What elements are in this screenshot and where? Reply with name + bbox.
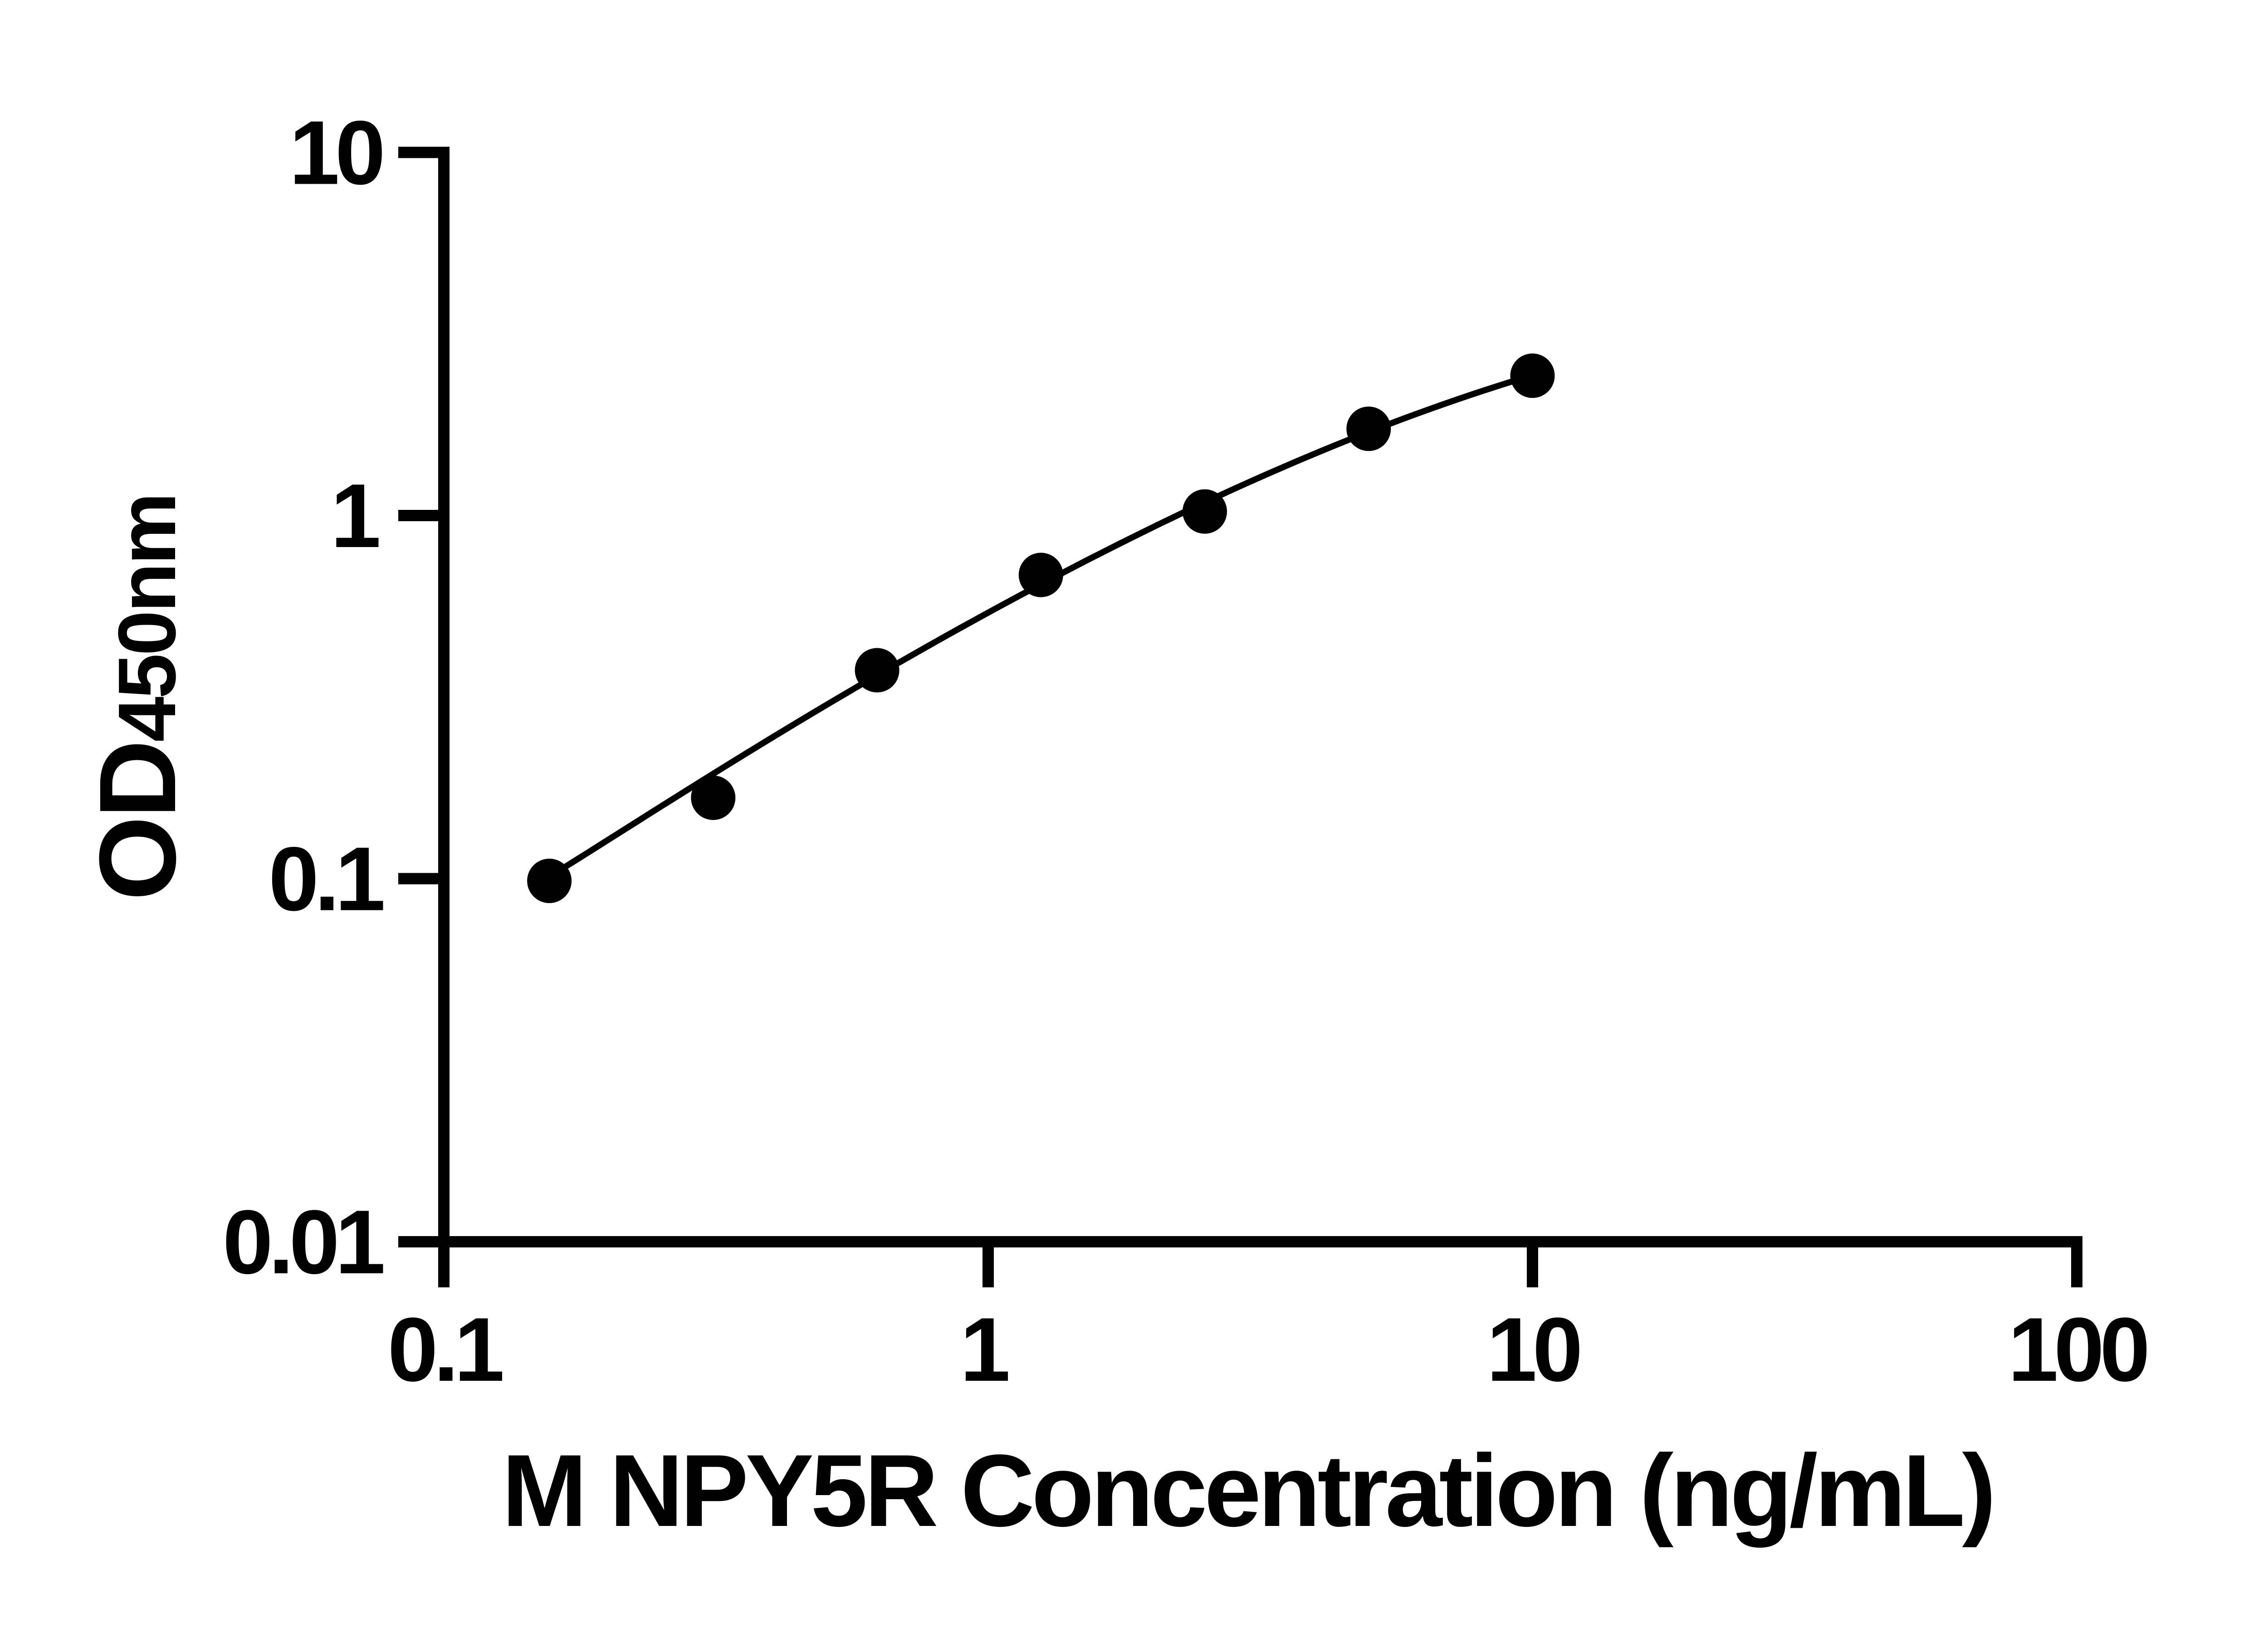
svg-text:0.1: 0.1 — [387, 1299, 502, 1400]
svg-text:100: 100 — [2008, 1299, 2147, 1400]
svg-text:M NPY5R Concentration (ng/mL): M NPY5R Concentration (ng/mL) — [502, 1433, 1993, 1548]
svg-text:1: 1 — [331, 465, 379, 567]
svg-text:10: 10 — [1486, 1299, 1579, 1400]
svg-text:0.1: 0.1 — [269, 829, 383, 930]
svg-text:1: 1 — [960, 1299, 1008, 1400]
svg-text:10: 10 — [289, 103, 382, 204]
svg-text:OD450nm: OD450nm — [77, 494, 198, 900]
svg-text:0.01: 0.01 — [223, 1192, 383, 1293]
